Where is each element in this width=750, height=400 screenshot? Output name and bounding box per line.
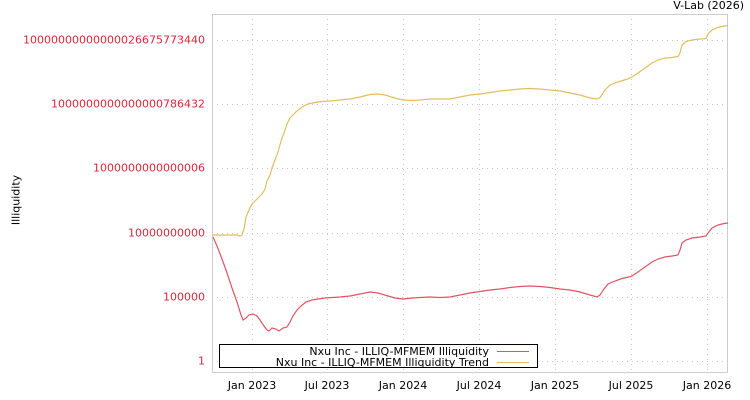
- y-tick-label: 1000000000000006: [93, 161, 205, 175]
- x-tick-label: Jul 2025: [608, 379, 654, 392]
- x-tick-label: Jan 2025: [530, 379, 580, 392]
- illiquidity-series-line: [212, 222, 729, 332]
- x-tick-label: Jul 2023: [304, 379, 350, 392]
- y-tick-label: 1: [198, 354, 205, 368]
- y-tick-label: 10000000000: [128, 226, 205, 240]
- x-tick-label: Jan 2023: [227, 379, 277, 392]
- y-tick-label: 10000000000000026675773440: [23, 33, 205, 47]
- plot-border: [212, 14, 728, 373]
- legend-swatch-gold: [497, 361, 529, 363]
- y-tick-label: 100000: [163, 290, 205, 304]
- legend-swatch-red: [497, 350, 529, 352]
- y-tick-label: 1000000000000000786432: [51, 97, 205, 111]
- legend-item-illiquidity: Nxu Inc - ILLIQ-MFMEM Illiquidity: [309, 344, 529, 358]
- chart-legend: Nxu Inc - ILLIQ-MFMEM Illiquidity Nxu In…: [219, 344, 538, 369]
- trend-series-line: [213, 24, 729, 237]
- gridlines: [212, 14, 728, 373]
- x-tick-label: Jul 2024: [456, 379, 502, 392]
- legend-item-trend: Nxu Inc - ILLIQ-MFMEM Illiquidity Trend: [275, 355, 529, 369]
- legend-label: Nxu Inc - ILLIQ-MFMEM Illiquidity Trend: [275, 355, 489, 369]
- legend-label: Nxu Inc - ILLIQ-MFMEM Illiquidity: [309, 344, 489, 358]
- source-credit: V-Lab (2026): [673, 0, 744, 12]
- x-tick-label: Jan 2024: [378, 379, 428, 392]
- x-tick-label: Jan 2026: [682, 379, 732, 392]
